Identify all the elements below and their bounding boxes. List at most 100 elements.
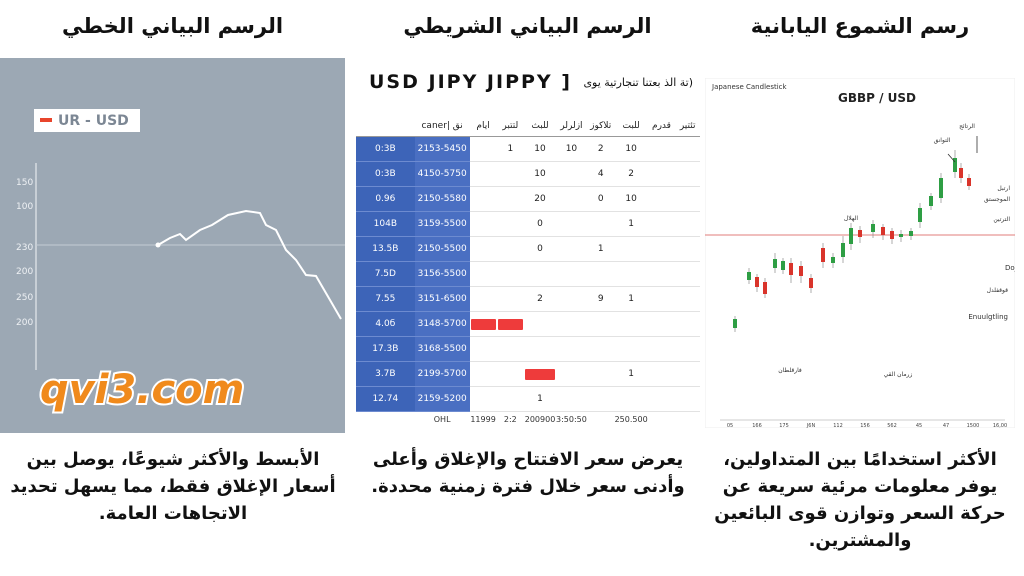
table-cell xyxy=(556,286,587,312)
table-cell xyxy=(496,236,525,262)
candle xyxy=(789,263,793,275)
candle xyxy=(733,319,737,328)
column-header: قدرم xyxy=(647,116,676,137)
table-cell: 4.0б xyxy=(356,311,415,337)
table-cell: 3.7B xyxy=(356,361,415,387)
table-cell: 1 xyxy=(496,136,525,162)
y-label: 100 xyxy=(16,202,33,212)
table-row: 104B 3159-5500 0 1 xyxy=(356,211,700,237)
candle xyxy=(909,231,913,236)
table-cell: 4 xyxy=(586,161,615,187)
table-cell xyxy=(469,286,497,312)
x-label: 47 xyxy=(943,423,949,428)
line-panel: UR - USD 150 100 230 200 250 200 qvi3.co… xyxy=(0,58,345,433)
highlight-bar xyxy=(470,318,496,330)
x-labels: 05 166 175 J6N 112 156 562 45 47 1500 16,00 xyxy=(727,423,1007,428)
annotation: قوقفلدل xyxy=(987,287,1008,294)
y-label: 230 xyxy=(16,243,33,253)
table-cell: 2150-5580 xyxy=(414,186,470,212)
candle xyxy=(821,248,825,262)
table-cell: 0 xyxy=(524,211,556,237)
table-header: USD JIPY JIPPY ] xyxy=(369,71,572,93)
table-cell xyxy=(647,211,676,237)
column-header: ايام xyxy=(469,116,497,137)
arrow xyxy=(947,153,956,163)
table-row: 7.55 3151-6500 2 9 1 xyxy=(356,286,700,312)
column-header: للبت xyxy=(614,116,648,137)
candlestick-panel: Japanese Candlestick GBBP / USD الرتائج … xyxy=(705,78,1015,428)
table-row: 12.74 2159-5200 1 xyxy=(356,386,700,412)
table-cell xyxy=(647,311,676,337)
candle xyxy=(809,278,813,288)
table-cell xyxy=(556,236,587,262)
footer-cell xyxy=(356,411,415,426)
table-cell xyxy=(614,386,648,412)
candle xyxy=(849,228,853,244)
table-cell: 3156-5500 xyxy=(414,261,470,287)
table-cell: 7.5D xyxy=(356,261,415,287)
table-cell xyxy=(586,336,615,362)
table-cell xyxy=(524,311,556,337)
candle xyxy=(890,231,894,239)
table-row: 0:3B 4150-5750 10 4 2 xyxy=(356,161,700,187)
table-cell xyxy=(614,236,648,262)
panel-description: يعرض سعر الافتتاح والإغلاق وأعلى وأدنى س… xyxy=(371,449,685,497)
y-label: 200 xyxy=(16,267,33,277)
table-cell xyxy=(469,186,497,212)
table-cell xyxy=(675,186,700,212)
footer-cell: 3:50:50 xyxy=(556,411,587,426)
panel-description: الأكثر استخدامًا بين المتداولين، يوفر مع… xyxy=(714,449,1006,551)
table-cell xyxy=(647,136,676,162)
table-cell xyxy=(556,311,587,337)
candle xyxy=(799,266,803,276)
x-label: 562 xyxy=(887,423,897,428)
table-cell xyxy=(496,336,525,362)
table-cell xyxy=(614,336,648,362)
footer-cell: 2:2 xyxy=(496,411,525,426)
table-cell xyxy=(496,311,525,337)
candle xyxy=(953,158,957,172)
annotation: الترتين xyxy=(993,216,1010,223)
candle xyxy=(871,224,875,232)
footer-cell: OHL xyxy=(414,411,470,426)
footer-cell xyxy=(586,411,615,426)
chart-title: GBBP / USD xyxy=(838,91,916,105)
table-cell: 1 xyxy=(614,286,648,312)
candle xyxy=(929,196,933,206)
table-cell: 3151-6500 xyxy=(414,286,470,312)
x-label: 05 xyxy=(727,423,733,428)
table-cell xyxy=(469,161,497,187)
table-cell: 2153-5450 xyxy=(414,136,470,162)
table-cell: 2 xyxy=(614,161,648,187)
table-cell xyxy=(647,261,676,287)
table-cell: 1 xyxy=(524,386,556,412)
x-label: 156 xyxy=(860,423,870,428)
candle xyxy=(831,257,835,263)
table-cell xyxy=(647,286,676,312)
footer-cell: 200900 xyxy=(524,411,556,426)
table-cell xyxy=(614,261,648,287)
table-cell: 1 xyxy=(614,361,648,387)
table-cell: 13.5B xyxy=(356,236,415,262)
column-header xyxy=(356,116,415,137)
table-header-note: (تة الذ بعتنا تنجارتية يوى xyxy=(583,76,693,89)
table-cell: 2199-5700 xyxy=(414,361,470,387)
table-cell: 2 xyxy=(524,286,556,312)
table-cell xyxy=(496,286,525,312)
x-label: 166 xyxy=(752,423,762,428)
table-cell: 0:3B xyxy=(356,161,415,187)
table-cell xyxy=(675,211,700,237)
x-label: 45 xyxy=(916,423,922,428)
column-header: تئتير xyxy=(675,116,700,137)
y-label: 250 xyxy=(16,293,33,303)
table-cell xyxy=(614,311,648,337)
annotation: الرتائج xyxy=(959,123,975,130)
table-cell: 0 xyxy=(524,236,556,262)
table-cell xyxy=(675,261,700,287)
x-label: 1500 xyxy=(967,423,980,428)
header-row: caner| نق ايام لتتبر للبث ازلرلر تلاكوز للبت قد… xyxy=(356,116,700,137)
table-cell: 10 xyxy=(524,161,556,187)
table-row: 17.3B 3168-5500 xyxy=(356,336,700,362)
panel-title: الرسم البياني الخطي xyxy=(61,14,284,38)
